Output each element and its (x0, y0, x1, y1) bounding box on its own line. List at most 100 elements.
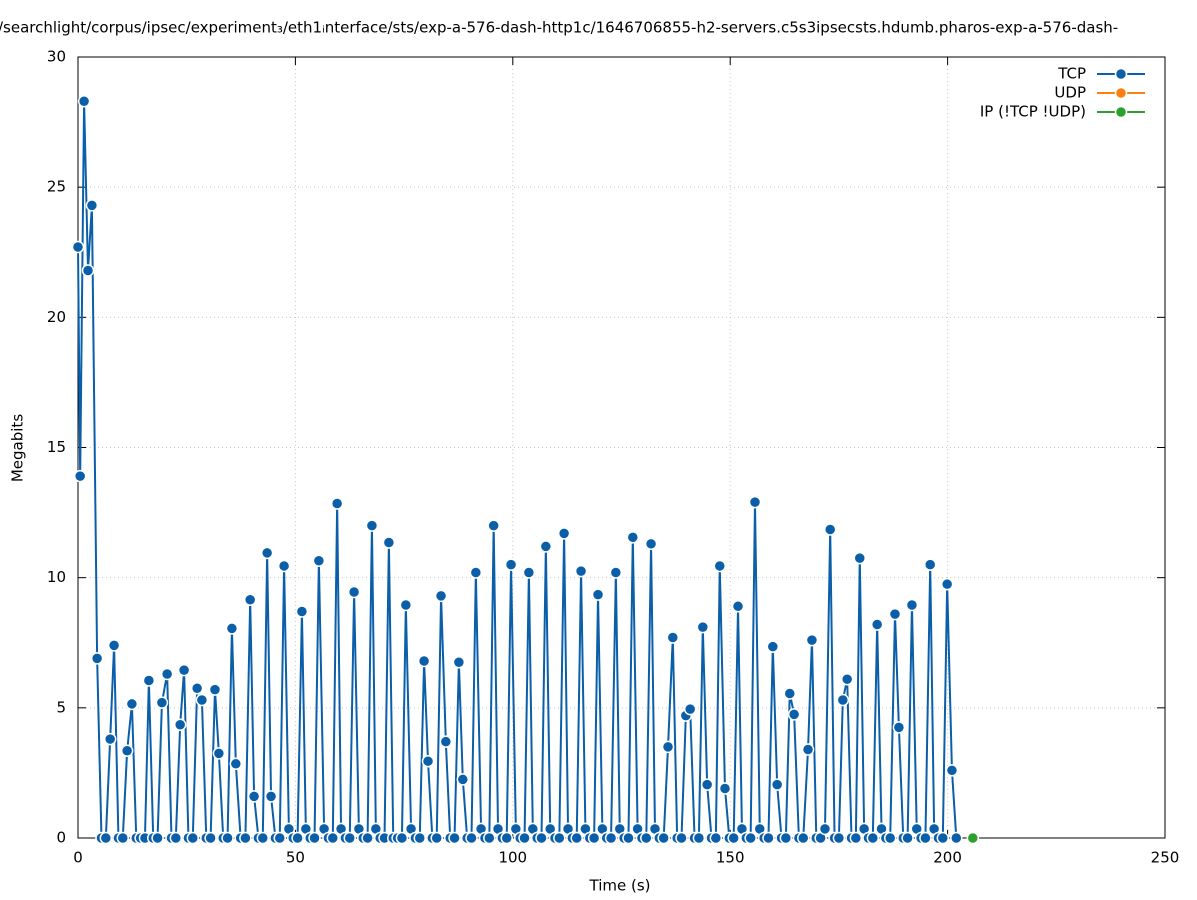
data-point (553, 831, 566, 845)
data-point (923, 558, 937, 571)
data-point (853, 551, 867, 565)
data-point (787, 708, 801, 721)
x-tick-label: 0 (73, 849, 83, 867)
data-point (277, 559, 291, 573)
x-tick-label: 100 (498, 849, 527, 867)
data-point (173, 718, 187, 732)
data-point (151, 831, 164, 845)
data-point (456, 773, 470, 786)
x-axis-label: Time (s) (589, 877, 651, 895)
data-point (945, 764, 959, 777)
data-point (709, 831, 723, 845)
data-point (840, 672, 854, 686)
data-point (805, 633, 819, 647)
data-point (120, 744, 134, 758)
data-point (535, 831, 548, 845)
data-point (905, 598, 919, 612)
y-axis-label: Megabits (9, 414, 27, 482)
data-point (779, 831, 793, 845)
data-point (661, 740, 675, 754)
data-point (604, 831, 618, 845)
data-point (212, 747, 226, 760)
x-tick-label: 150 (716, 849, 745, 867)
data-point (609, 566, 623, 579)
y-tick-label: 15 (47, 438, 66, 456)
data-point (892, 721, 906, 734)
data-point (81, 264, 95, 277)
data-point (762, 831, 775, 845)
data-point (177, 663, 191, 677)
data-point (343, 831, 356, 845)
data-point (85, 199, 99, 212)
data-point (587, 831, 601, 845)
data-point (522, 566, 536, 579)
y-tick-label: 5 (56, 698, 66, 716)
data-point (483, 831, 496, 845)
data-point (395, 831, 409, 845)
data-point (818, 822, 832, 836)
data-point (421, 754, 435, 768)
data-point (107, 639, 121, 652)
data-point (312, 554, 326, 567)
data-point (142, 674, 156, 687)
data-point (700, 778, 714, 791)
data-point (500, 831, 513, 845)
data-point (966, 831, 980, 845)
data-point (125, 697, 139, 711)
data-point (361, 831, 374, 845)
data-point (90, 652, 104, 665)
data-point (413, 831, 427, 845)
data-point (744, 831, 757, 845)
legend-marker (1114, 86, 1128, 100)
x-tick-label: 200 (933, 849, 962, 867)
data-point (247, 790, 261, 803)
data-point (718, 782, 732, 795)
data-point (731, 600, 745, 613)
data-point (836, 693, 850, 707)
data-point (439, 735, 453, 748)
data-point (574, 564, 588, 578)
data-point (229, 757, 243, 771)
data-point (696, 620, 710, 634)
data-point (692, 831, 706, 845)
data-point (849, 831, 863, 845)
legend-label: IP (!TCP !UDP) (980, 103, 1086, 121)
data-point (155, 696, 169, 709)
data-point (465, 831, 478, 845)
data-point (430, 831, 443, 845)
legend-label: TCP (1057, 65, 1086, 83)
data-point (71, 240, 85, 254)
data-point (295, 605, 309, 618)
data-point (452, 656, 466, 669)
data-point (591, 588, 605, 601)
data-point (73, 469, 87, 483)
data-point (256, 831, 270, 845)
data-point (713, 559, 727, 573)
data-point (504, 558, 518, 571)
data-point (365, 519, 379, 532)
data-point (940, 577, 954, 591)
data-point (221, 831, 234, 845)
y-tick-label: 30 (47, 48, 66, 66)
data-point (260, 546, 274, 560)
data-point (919, 831, 932, 845)
data-point (832, 831, 846, 845)
legend-marker (1114, 67, 1128, 81)
data-point (469, 566, 483, 579)
data-point (434, 589, 448, 603)
data-point (796, 831, 810, 845)
data-point (330, 497, 344, 510)
data-point (883, 831, 897, 845)
data-point (683, 702, 697, 716)
data-point (766, 640, 780, 653)
data-point (264, 790, 278, 803)
data-point (291, 831, 304, 845)
x-tick-label: 50 (286, 849, 305, 867)
data-point (770, 778, 784, 791)
data-point (518, 831, 531, 845)
y-tick-label: 10 (47, 568, 66, 586)
data-point (204, 831, 217, 845)
data-point (347, 585, 361, 599)
